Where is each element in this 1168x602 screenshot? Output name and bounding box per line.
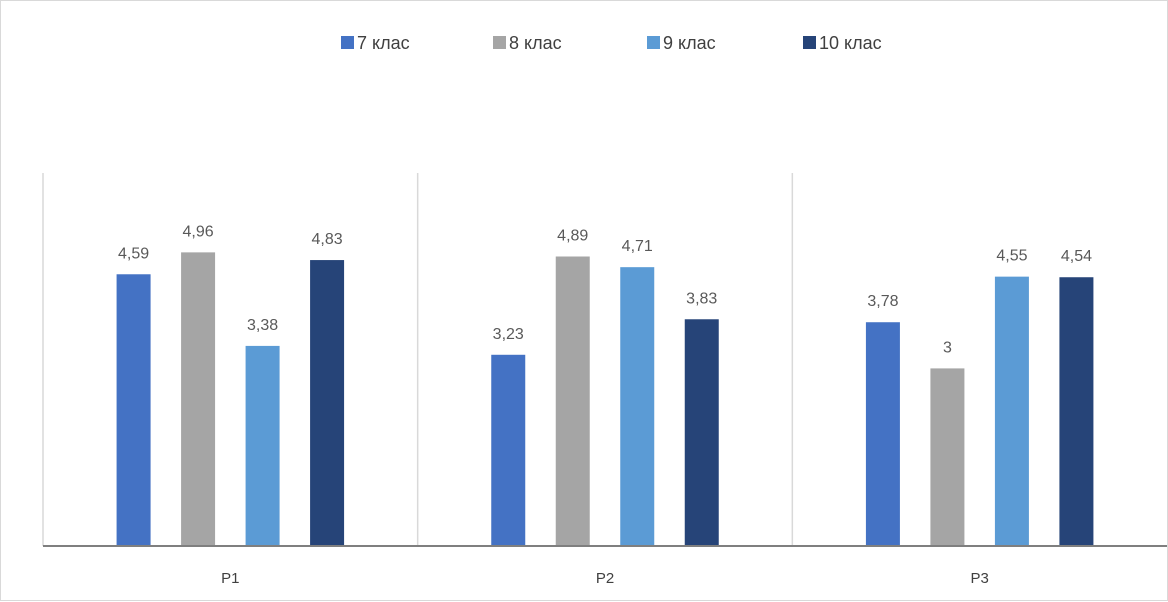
bar xyxy=(684,319,719,546)
bar xyxy=(491,354,526,546)
data-label: 3 xyxy=(943,339,952,356)
bar xyxy=(245,345,280,546)
legend-label: 10 клас xyxy=(819,33,882,53)
legend-label: 9 клас xyxy=(663,33,716,53)
bar xyxy=(1059,277,1094,546)
bar xyxy=(994,276,1029,546)
data-label: 3,38 xyxy=(247,317,278,334)
bar xyxy=(310,260,345,546)
data-label: 4,89 xyxy=(557,228,588,245)
legend-swatch xyxy=(493,36,506,49)
data-label: 4,55 xyxy=(996,248,1027,265)
data-label: 3,83 xyxy=(686,290,717,307)
bar xyxy=(555,256,590,546)
data-label: 3,78 xyxy=(867,293,898,310)
data-label: 4,83 xyxy=(312,231,343,248)
bar xyxy=(181,252,216,547)
data-label: 4,59 xyxy=(118,245,149,262)
legend-swatch xyxy=(647,36,660,49)
data-label: 4,54 xyxy=(1061,248,1092,265)
legend-label: 7 клас xyxy=(357,33,410,53)
data-label: 4,71 xyxy=(622,238,653,255)
bar xyxy=(116,274,151,546)
category-label: P1 xyxy=(221,570,239,587)
data-label: 4,96 xyxy=(183,223,214,240)
bar xyxy=(865,322,900,546)
legend-label: 8 клас xyxy=(509,33,562,53)
data-label: 3,23 xyxy=(493,326,524,343)
bar xyxy=(620,267,655,546)
category-label: P3 xyxy=(970,570,988,587)
legend-swatch xyxy=(341,36,354,49)
category-label: P2 xyxy=(596,570,614,587)
bar xyxy=(930,368,965,546)
legend-swatch xyxy=(803,36,816,49)
